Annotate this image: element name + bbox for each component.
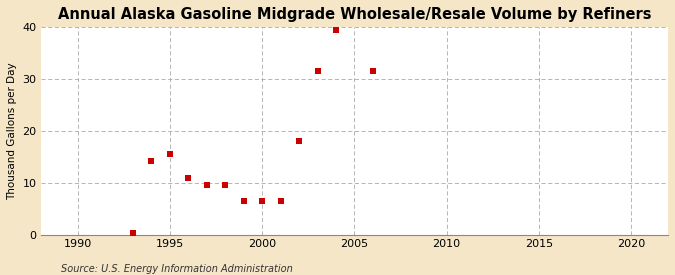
Point [256, 199, 267, 203]
Point [128, 231, 138, 235]
Point [220, 183, 231, 188]
Point [238, 199, 249, 203]
Point [312, 69, 323, 73]
Title: Annual Alaska Gasoline Midgrade Wholesale/Resale Volume by Refiners: Annual Alaska Gasoline Midgrade Wholesal… [57, 7, 651, 22]
Point [331, 28, 342, 32]
Point [146, 159, 157, 163]
Point [183, 175, 194, 180]
Point [367, 69, 378, 73]
Point [294, 139, 304, 144]
Point [201, 183, 212, 188]
Y-axis label: Thousand Gallons per Day: Thousand Gallons per Day [7, 62, 17, 200]
Text: Source: U.S. Energy Information Administration: Source: U.S. Energy Information Administ… [61, 264, 292, 274]
Point [165, 152, 176, 156]
Point [275, 199, 286, 203]
